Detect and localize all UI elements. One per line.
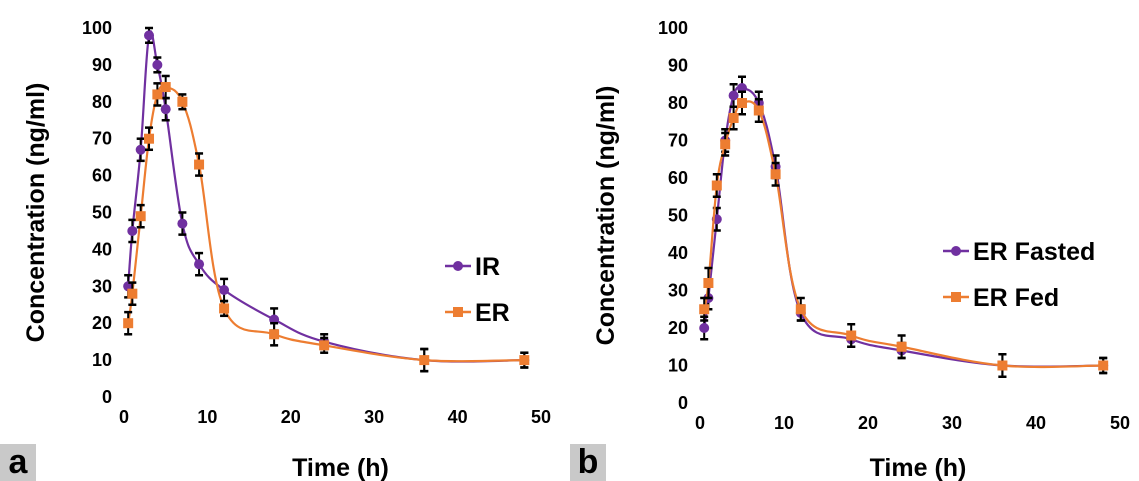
legend-marker [951,292,961,302]
x-tick-label: 10 [774,413,794,433]
y-axis-title: Concentration (ng/ml) [22,83,50,343]
data-point [160,82,171,93]
data-point [135,144,146,155]
data-point [753,105,764,116]
y-tick-label: 0 [678,393,688,413]
y-axis-title: Concentration (ng/ml) [592,86,620,346]
y-tick-label: 80 [92,92,112,112]
chart-b-svg: 0 10 20 30 40 50 60 70 80 90 100 0 10 20 30 40 50 Time (h… [570,0,1139,481]
legend-marker [951,246,961,256]
data-point [997,360,1008,371]
x-tick-label: 40 [448,407,468,427]
y-tick-label: 10 [668,356,688,376]
y-tick-label: 30 [92,276,112,296]
data-point [144,133,155,144]
data-point [699,304,710,315]
y-tick-label: 20 [668,318,688,338]
panel-label-a: a [0,444,36,481]
y-tick-label: 100 [82,18,112,38]
x-tick-label: 20 [858,413,878,433]
chart-background [570,0,1139,481]
data-point [219,284,230,295]
data-point [319,340,330,351]
data-point [152,59,163,70]
legend-entry: ER Fed [943,284,1059,312]
data-point [519,355,530,366]
data-point [728,113,739,123]
legend-label: ER Fasted [973,238,1095,266]
y-tick-label: 10 [92,350,112,370]
y-tick-label: 40 [668,243,688,263]
panel-label-b: b [570,444,606,481]
x-tick-label: 50 [531,407,551,427]
x-axis-title: Time (h) [292,454,389,481]
legend-entry: ER Fasted [943,238,1095,266]
y-tick-label: 90 [668,56,688,76]
data-point [144,30,155,41]
data-point [737,98,747,108]
y-tick-label: 60 [668,168,688,188]
y-tick-label: 90 [92,55,112,75]
chart-panel-a: 0 10 20 30 40 50 60 70 80 90 100 0 10 20 30 40 50 Time (h… [0,0,569,481]
data-point [269,329,280,340]
y-tick-label: 20 [92,313,112,333]
data-point [177,96,188,107]
y-tick-label: 60 [92,166,112,186]
x-tick-label: 30 [364,407,384,427]
x-tick-label: 0 [119,407,129,427]
legend-marker [453,261,463,271]
data-point [419,355,430,366]
chart-panel-b: 0 10 20 30 40 50 60 70 80 90 100 0 10 20 30 40 50 Time (h… [570,0,1139,481]
series-1 [123,74,530,373]
data-point [127,225,138,236]
x-tick-label: 20 [281,407,301,427]
data-point [135,211,146,222]
series-1 [699,90,1109,378]
y-tick-label: 80 [668,93,688,113]
data-point [770,169,781,180]
data-point [846,330,857,341]
legend-label: IR [475,253,500,281]
y-tick-label: 30 [668,281,688,301]
y-tick-label: 50 [668,206,688,226]
data-point [728,90,739,101]
chart-a-svg: 0 10 20 30 40 50 60 70 80 90 100 0 10 20 30 40 50 Time (h… [0,0,569,481]
data-point [127,288,138,299]
data-point [795,304,806,315]
y-tick-label: 70 [92,129,112,149]
data-point [699,323,710,333]
y-tick-label: 70 [668,131,688,151]
data-point [123,318,134,329]
data-point [194,259,205,270]
x-axis-title: Time (h) [870,454,967,481]
data-point [720,139,731,150]
x-tick-label: 0 [695,413,705,433]
y-tick-label: 0 [102,387,112,407]
chart-background [0,0,569,481]
x-tick-label: 30 [942,413,962,433]
data-point [711,180,722,191]
data-point [219,303,230,314]
data-point [703,278,714,288]
legend-marker [453,307,463,317]
legend-label: ER [475,299,510,327]
x-tick-label: 50 [1110,413,1130,433]
data-point [152,89,163,100]
y-tick-label: 100 [658,18,688,38]
data-point [194,159,205,170]
x-tick-label: 10 [197,407,217,427]
legend-entry: ER [445,299,510,327]
legend-label: ER Fed [973,284,1059,312]
data-point [896,341,907,352]
y-tick-label: 50 [92,203,112,223]
data-point [177,218,188,229]
y-tick-label: 40 [92,239,112,259]
legend-entry: IR [445,253,500,281]
data-point [160,104,171,115]
x-tick-label: 40 [1026,413,1046,433]
data-point [1098,360,1109,371]
